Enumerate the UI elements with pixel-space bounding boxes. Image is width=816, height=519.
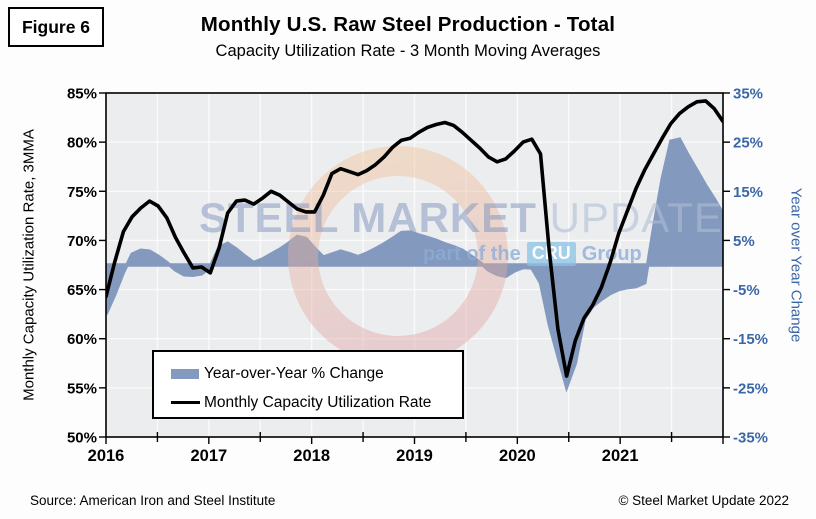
source-note: Source: American Iron and Steel Institut… <box>30 493 276 508</box>
watermark-word-steel: STEEL <box>199 194 339 241</box>
legend-entry-area: Year-over-Year % Change <box>171 359 462 388</box>
watermark-cru-tagline: part of the CRU Group <box>423 242 642 266</box>
right-axis-title: Year over Year Change <box>787 187 805 343</box>
watermark-brand-text: STEEL MARKET UPDATE <box>199 194 723 242</box>
chart-subtitle: Capacity Utilization Rate - 3 Month Movi… <box>215 42 601 60</box>
area-series-swatch <box>171 368 199 379</box>
legend: Year-over-Year % Change Monthly Capacity… <box>152 350 464 419</box>
legend-entry-line: Monthly Capacity Utilization Rate <box>171 388 462 417</box>
copyright-note: © Steel Market Update 2022 <box>618 493 789 508</box>
watermark-word-market: MARKET <box>351 194 537 241</box>
watermark-tagline-prefix: part of the <box>423 242 521 265</box>
left-axis-title: Monthly Capacity Utilization Rate, 3MMA <box>20 129 38 401</box>
chart-title: Monthly U.S. Raw Steel Production - Tota… <box>200 13 616 36</box>
legend-area-label: Year-over-Year % Change <box>204 364 384 382</box>
figure-number-box: Figure 6 <box>8 7 104 47</box>
watermark-word-update: UPDATE <box>549 194 723 241</box>
watermark-tagline-suffix: Group <box>581 242 642 265</box>
legend-line-label: Monthly Capacity Utilization Rate <box>204 393 432 411</box>
line-series-swatch <box>171 400 200 405</box>
watermark-word-market <box>339 194 352 241</box>
watermark-word-update <box>537 194 550 241</box>
cru-logo: CRU <box>526 242 576 266</box>
